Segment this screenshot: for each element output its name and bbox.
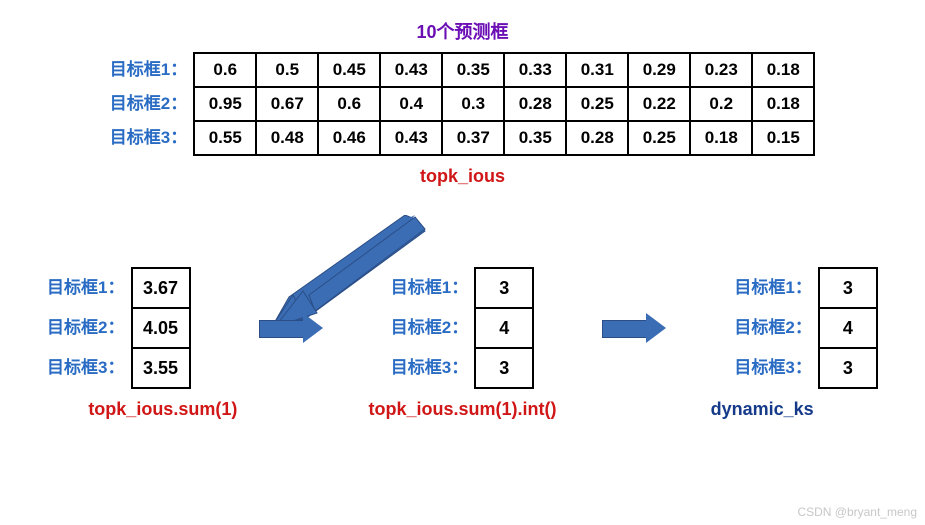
col-labels: 目标框1： 目标框2： 目标框3：: [47, 268, 130, 388]
row-label: 目标框1：: [110, 53, 187, 87]
cell: 0.28: [504, 87, 566, 121]
cell: 0.46: [318, 121, 380, 155]
cell: 0.67: [256, 87, 318, 121]
row-label: 目标框2：: [110, 87, 187, 121]
cell: 0.48: [256, 121, 318, 155]
row-label: 目标框3：: [391, 348, 468, 388]
cell: 0.6: [318, 87, 380, 121]
cell: 0.55: [194, 121, 256, 155]
table-row: 0.55 0.48 0.46 0.43 0.37 0.35 0.28 0.25 …: [194, 121, 814, 155]
arrow-right-icon: [259, 313, 323, 343]
row-label: 目标框1：: [734, 268, 811, 308]
cell: 0.6: [194, 53, 256, 87]
cell: 3: [819, 348, 877, 388]
int-block: 目标框1： 目标框2： 目标框3： 3 4 3: [391, 267, 534, 389]
dynamic-ks-block: 目标框1： 目标框2： 目标框3： 3 4 3: [734, 267, 877, 389]
topk-ious-caption: topk_ious: [0, 166, 925, 187]
top-row-labels: 目标框1： 目标框2： 目标框3：: [110, 53, 193, 155]
arrow-right-icon: [602, 313, 666, 343]
cell: 0.45: [318, 53, 380, 87]
int-table: 3 4 3: [474, 267, 534, 389]
title: 10个预测框: [0, 0, 925, 44]
cell: 0.18: [752, 53, 814, 87]
top-table-wrap: 目标框1： 目标框2： 目标框3： 0.6 0.5 0.45 0.43 0.35…: [0, 52, 925, 156]
row-label: 目标框3：: [47, 348, 124, 388]
bottom-captions: topk_ious.sum(1) topk_ious.sum(1).int() …: [0, 389, 925, 420]
cell: 0.5: [256, 53, 318, 87]
cell: 0.18: [752, 87, 814, 121]
cell: 0.43: [380, 53, 442, 87]
cell: 0.23: [690, 53, 752, 87]
cell: 4.05: [132, 308, 190, 348]
cell: 0.4: [380, 87, 442, 121]
cell: 0.31: [566, 53, 628, 87]
cell: 4: [475, 308, 533, 348]
cell: 3: [819, 268, 877, 308]
col-labels: 目标框1： 目标框2： 目标框3：: [734, 268, 817, 388]
row-label: 目标框1：: [391, 268, 468, 308]
cell: 3: [475, 348, 533, 388]
sum-table: 3.67 4.05 3.55: [131, 267, 191, 389]
cell: 0.29: [628, 53, 690, 87]
cell: 0.25: [628, 121, 690, 155]
dynamic-ks-table: 3 4 3: [818, 267, 878, 389]
sum-block: 目标框1： 目标框2： 目标框3： 3.67 4.05 3.55: [47, 267, 190, 389]
bottom-area: 目标框1： 目标框2： 目标框3： 3.67 4.05 3.55 目标框1： 目…: [0, 267, 925, 389]
cell: 3.55: [132, 348, 190, 388]
topk-ious-table: 0.6 0.5 0.45 0.43 0.35 0.33 0.31 0.29 0.…: [193, 52, 815, 156]
caption-int: topk_ious.sum(1).int(): [332, 399, 592, 420]
watermark: CSDN @bryant_meng: [797, 505, 917, 519]
table-row: 0.95 0.67 0.6 0.4 0.3 0.28 0.25 0.22 0.2…: [194, 87, 814, 121]
cell: 0.25: [566, 87, 628, 121]
cell: 0.28: [566, 121, 628, 155]
cell: 0.22: [628, 87, 690, 121]
caption-sum: topk_ious.sum(1): [63, 399, 263, 420]
row-label: 目标框2：: [391, 308, 468, 348]
row-label: 目标框3：: [734, 348, 811, 388]
table-row: 0.6 0.5 0.45 0.43 0.35 0.33 0.31 0.29 0.…: [194, 53, 814, 87]
cell: 0.95: [194, 87, 256, 121]
caption-dynamic-ks: dynamic_ks: [662, 399, 862, 420]
cell: 0.15: [752, 121, 814, 155]
cell: 4: [819, 308, 877, 348]
cell: 0.35: [504, 121, 566, 155]
cell: 0.33: [504, 53, 566, 87]
col-labels: 目标框1： 目标框2： 目标框3：: [391, 268, 474, 388]
cell: 3.67: [132, 268, 190, 308]
row-label: 目标框1：: [47, 268, 124, 308]
cell: 0.3: [442, 87, 504, 121]
cell: 0.37: [442, 121, 504, 155]
row-label: 目标框2：: [734, 308, 811, 348]
row-label: 目标框3：: [110, 121, 187, 155]
cell: 0.35: [442, 53, 504, 87]
cell: 0.2: [690, 87, 752, 121]
cell: 3: [475, 268, 533, 308]
cell: 0.18: [690, 121, 752, 155]
row-label: 目标框2：: [47, 308, 124, 348]
cell: 0.43: [380, 121, 442, 155]
